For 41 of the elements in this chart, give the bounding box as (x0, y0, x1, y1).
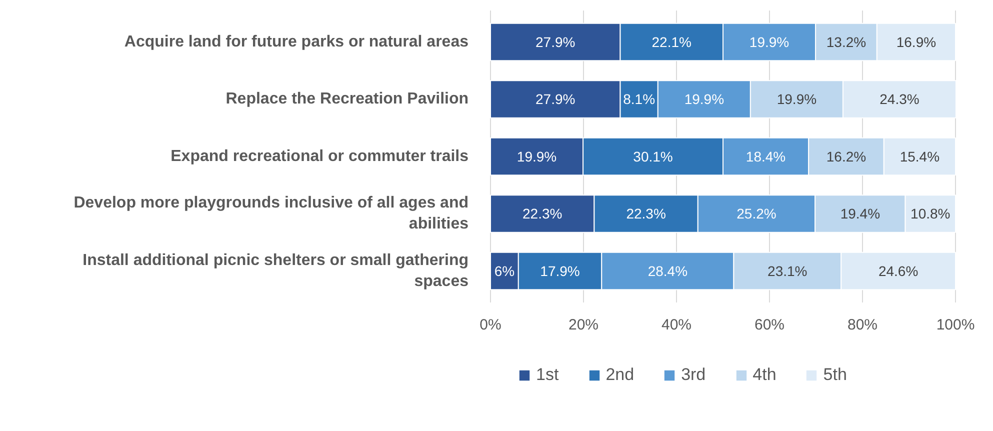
data-label: 22.3% (626, 206, 666, 222)
legend-label: 1st (536, 365, 559, 385)
x-tick-label: 100% (936, 316, 975, 334)
y-tick-label: Expand recreational or commuter trails (170, 148, 469, 165)
data-label: 19.9% (516, 148, 557, 164)
data-label: 15.4% (900, 148, 940, 164)
data-label: 17.9% (540, 262, 580, 279)
data-label: 16.2% (826, 148, 866, 164)
data-label: 8.1% (623, 91, 656, 108)
data-label: 25.2% (736, 206, 776, 222)
legend-label: 2nd (606, 365, 634, 385)
data-label: 22.3% (522, 206, 562, 222)
data-label: 19.9% (684, 91, 724, 108)
data-label: 30.1% (633, 148, 673, 164)
legend-label: 4th (752, 365, 776, 385)
data-label: 10.8% (910, 206, 950, 222)
y-tick-label: Install additional picnic shelters or small gathering spaces (82, 252, 469, 290)
x-tick-label: 80% (847, 316, 878, 334)
data-label: 6% (494, 262, 515, 279)
data-label: 19.9% (776, 91, 817, 108)
x-tick-label: 0% (480, 316, 502, 334)
data-label: 18.4% (746, 148, 786, 164)
data-label: 13.2% (826, 34, 866, 50)
y-tick-label: Replace the Recreation Pavilion (226, 90, 468, 108)
x-tick-label: 60% (754, 316, 785, 334)
data-label: 23.1% (768, 262, 808, 279)
legend-label: 5th (823, 365, 847, 385)
data-label: 24.3% (880, 91, 920, 108)
data-label: 28.4% (648, 262, 688, 279)
x-tick-label: 20% (568, 316, 599, 334)
y-tick-label: Acquire land for future parks or natural areas (124, 33, 469, 50)
data-label: 27.9% (536, 91, 576, 108)
data-label: 19.9% (749, 34, 790, 50)
legend-label: 3rd (681, 365, 706, 385)
x-tick-label: 40% (661, 316, 692, 334)
data-label: 16.9% (896, 34, 936, 50)
data-label: 24.6% (878, 262, 918, 279)
data-label: 27.9% (536, 34, 576, 50)
data-label: 22.1% (652, 34, 692, 50)
y-tick-label: Develop more playgrounds inclusive of all ages and abilities (74, 194, 469, 233)
data-label: 19.4% (840, 206, 880, 222)
